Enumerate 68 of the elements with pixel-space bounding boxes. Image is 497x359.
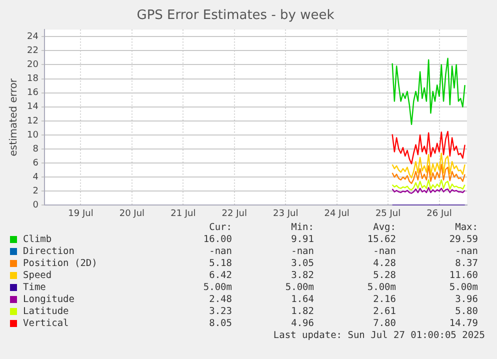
- text: 16.00: [202, 234, 232, 246]
- y-axis-title: estimated error: [8, 78, 20, 156]
- y-tick-label: 6: [32, 158, 39, 168]
- x-tick-label: 19 Jul: [68, 208, 94, 219]
- y-tick-label: 0: [32, 200, 39, 211]
- y-tick-label: 12: [27, 116, 38, 126]
- text: 5.80: [454, 306, 478, 318]
- text: Avg:: [372, 222, 396, 234]
- text: 3.82: [290, 270, 314, 282]
- y-tick-label: 22: [27, 46, 38, 56]
- y-tick-label: 10: [27, 130, 39, 140]
- legend-label: Climb: [22, 234, 53, 246]
- legend-label: Direction: [22, 246, 76, 258]
- text: -nan: [454, 246, 478, 258]
- text: 4.28: [372, 258, 396, 270]
- text: 3.23: [208, 306, 232, 318]
- text: 2.61: [372, 306, 396, 318]
- text: 5.00m: [366, 282, 396, 294]
- text: 3.05: [290, 258, 314, 270]
- x-tick-label: 23 Jul: [273, 208, 298, 219]
- text: 5.00m: [448, 282, 478, 294]
- y-tick-label: 2: [32, 186, 38, 196]
- legend-label: Position (2D): [22, 258, 98, 270]
- text: Max:: [454, 222, 478, 234]
- chart-title: GPS Error Estimates - by week: [136, 8, 335, 24]
- x-tick-label: 24 Jul: [324, 208, 350, 219]
- text: 8.37: [454, 258, 478, 270]
- y-tick-label: 8: [32, 144, 39, 154]
- text: 1.82: [290, 306, 314, 318]
- y-tick-label: 20: [27, 60, 39, 70]
- x-tick-label: 25 Jul: [375, 208, 401, 219]
- text: 8.05: [208, 318, 232, 330]
- text: 3.96: [454, 294, 478, 306]
- text: 4.96: [290, 318, 314, 330]
- text: Last update: Sun Jul 27 01:00:05 2025: [273, 330, 485, 341]
- text: 5.18: [208, 258, 232, 270]
- y-tick-label: 24: [27, 32, 39, 42]
- text: 5.00m: [202, 282, 232, 294]
- x-tick-label: 26 Jul: [426, 208, 452, 219]
- text: -nan: [208, 246, 232, 258]
- text: 9.91: [290, 234, 314, 246]
- text: 14.79: [448, 318, 478, 330]
- text: 29.59: [448, 234, 478, 246]
- x-tick-label: 20 Jul: [119, 208, 145, 219]
- x-tick-label: 21 Jul: [170, 208, 196, 219]
- text: Min:: [290, 222, 314, 234]
- text: 5.00m: [284, 282, 314, 294]
- y-tick-label: 14: [27, 102, 39, 112]
- text: Cur:: [208, 222, 232, 234]
- y-tick-label: 16: [27, 88, 39, 98]
- legend-label: Longitude: [22, 294, 76, 306]
- text: 2.48: [208, 294, 232, 306]
- text: 5.28: [372, 270, 396, 282]
- text: 2.16: [372, 294, 396, 306]
- legend-label: Vertical: [22, 318, 70, 330]
- text: 7.80: [372, 318, 396, 330]
- text: 11.60: [448, 270, 478, 282]
- text: -nan: [290, 246, 314, 258]
- y-tick-label: 18: [27, 74, 39, 84]
- text: 1.64: [290, 294, 314, 306]
- text: 15.62: [366, 234, 396, 246]
- y-tick-label: 4: [32, 172, 39, 182]
- legend-label: Speed: [22, 270, 53, 282]
- text: -nan: [372, 246, 396, 258]
- legend-label: Latitude: [22, 306, 70, 318]
- text: 6.42: [208, 270, 232, 282]
- legend-label: Time: [22, 282, 47, 294]
- x-tick-label: 22 Jul: [222, 208, 247, 219]
